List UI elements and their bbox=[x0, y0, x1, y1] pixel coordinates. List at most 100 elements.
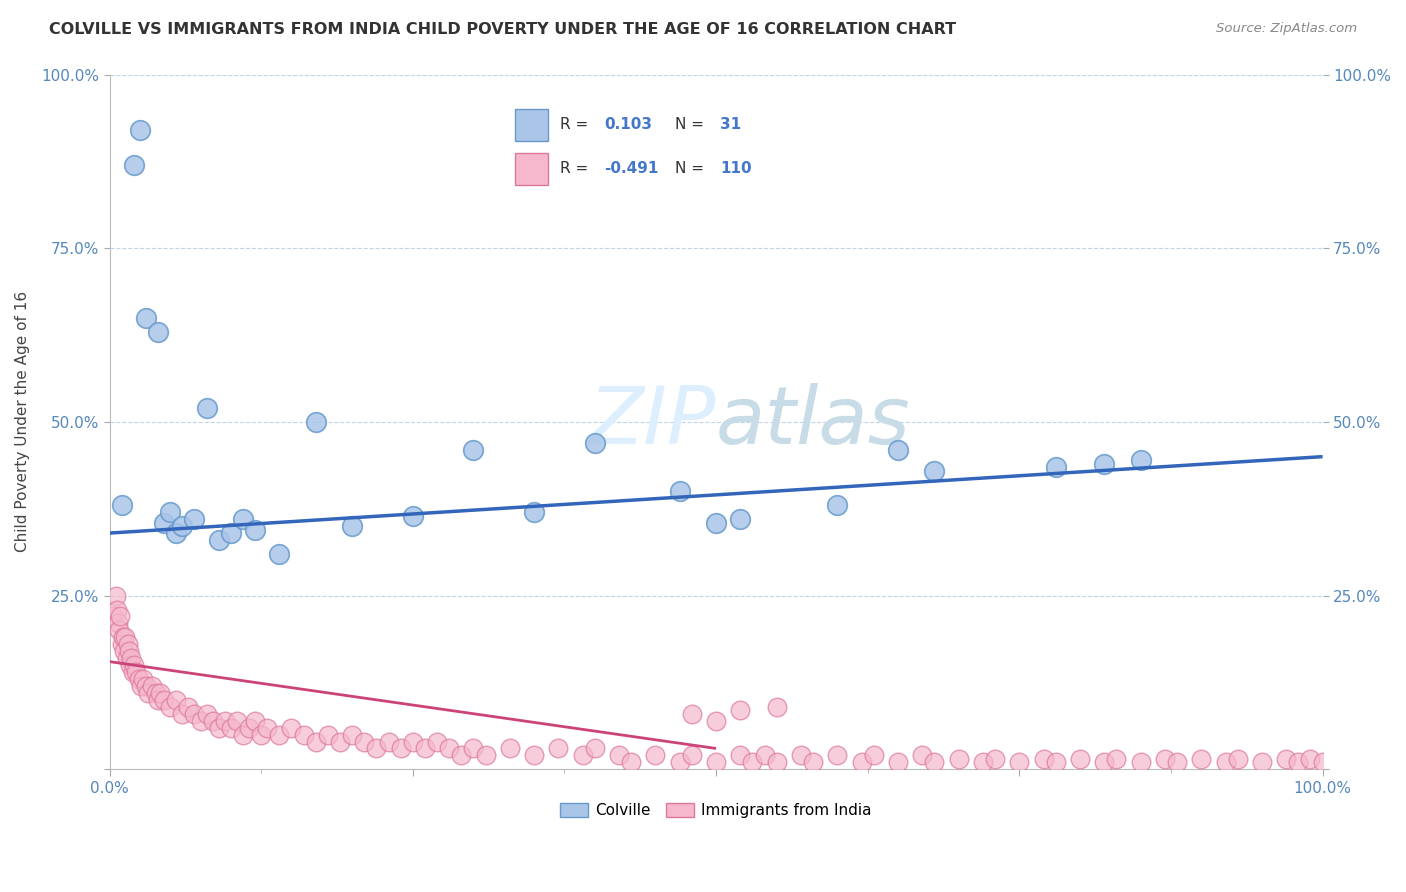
Text: ZIP: ZIP bbox=[589, 383, 716, 461]
Point bbox=[120, 651, 142, 665]
Point bbox=[450, 748, 472, 763]
Text: R =: R = bbox=[560, 117, 588, 132]
Text: -0.491: -0.491 bbox=[605, 161, 659, 177]
Text: 0.103: 0.103 bbox=[605, 117, 652, 132]
Point bbox=[153, 693, 176, 707]
Point bbox=[105, 602, 128, 616]
Point bbox=[827, 748, 849, 763]
Y-axis label: Child Poverty Under the Age of 16: Child Poverty Under the Age of 16 bbox=[15, 292, 30, 552]
Point bbox=[165, 693, 187, 707]
Point bbox=[765, 756, 787, 770]
Point bbox=[128, 672, 150, 686]
Point bbox=[292, 728, 315, 742]
Point bbox=[208, 721, 231, 735]
Point bbox=[1226, 752, 1249, 766]
Point bbox=[681, 706, 703, 721]
Point bbox=[115, 651, 138, 665]
Point bbox=[165, 526, 187, 541]
Text: N =: N = bbox=[675, 161, 704, 177]
Point bbox=[122, 658, 145, 673]
Bar bbox=[515, 109, 548, 141]
Point bbox=[138, 686, 160, 700]
Point bbox=[305, 415, 328, 429]
Point bbox=[135, 679, 157, 693]
Point bbox=[924, 464, 946, 478]
Point bbox=[583, 435, 606, 450]
Point bbox=[214, 714, 236, 728]
Point bbox=[243, 523, 266, 537]
Point bbox=[547, 741, 569, 756]
Point bbox=[125, 665, 148, 679]
Point bbox=[851, 756, 873, 770]
Point bbox=[765, 699, 787, 714]
Point bbox=[1166, 756, 1188, 770]
Point bbox=[1312, 756, 1334, 770]
Point bbox=[141, 679, 163, 693]
Point bbox=[1092, 457, 1115, 471]
Point bbox=[801, 756, 824, 770]
Legend: Colville, Immigrants from India: Colville, Immigrants from India bbox=[554, 797, 877, 824]
Point bbox=[128, 123, 150, 137]
Point bbox=[426, 734, 449, 748]
Point bbox=[741, 756, 763, 770]
Point bbox=[754, 748, 776, 763]
Point bbox=[437, 741, 460, 756]
Point bbox=[911, 748, 934, 763]
Point bbox=[924, 756, 946, 770]
Point bbox=[681, 748, 703, 763]
Text: 31: 31 bbox=[720, 117, 741, 132]
Point bbox=[122, 158, 145, 172]
Point bbox=[1154, 752, 1177, 766]
Point bbox=[219, 721, 242, 735]
Point bbox=[402, 508, 425, 523]
Point bbox=[730, 512, 752, 526]
Point bbox=[1299, 752, 1322, 766]
Point bbox=[114, 630, 136, 644]
Point bbox=[256, 721, 278, 735]
Point bbox=[1092, 756, 1115, 770]
Point bbox=[183, 706, 205, 721]
Point bbox=[353, 734, 375, 748]
Point bbox=[413, 741, 436, 756]
Point bbox=[1069, 752, 1091, 766]
Text: COLVILLE VS IMMIGRANTS FROM INDIA CHILD POVERTY UNDER THE AGE OF 16 CORRELATION : COLVILLE VS IMMIGRANTS FROM INDIA CHILD … bbox=[49, 22, 956, 37]
Point bbox=[104, 589, 127, 603]
Point bbox=[402, 734, 425, 748]
Point bbox=[159, 699, 181, 714]
Point bbox=[112, 644, 135, 658]
Point bbox=[377, 734, 399, 748]
Point bbox=[183, 512, 205, 526]
Point bbox=[111, 637, 134, 651]
Point bbox=[135, 310, 157, 325]
Point bbox=[110, 609, 132, 624]
Point bbox=[111, 498, 134, 512]
Text: atlas: atlas bbox=[716, 383, 911, 461]
Point bbox=[1286, 756, 1309, 770]
Point bbox=[208, 533, 231, 547]
Point bbox=[620, 756, 643, 770]
Point bbox=[862, 748, 884, 763]
Point bbox=[172, 706, 194, 721]
Point bbox=[1251, 756, 1274, 770]
Point bbox=[1215, 756, 1237, 770]
Point bbox=[269, 728, 291, 742]
Point bbox=[329, 734, 352, 748]
Point bbox=[195, 401, 218, 415]
Point bbox=[219, 526, 242, 541]
Point bbox=[1129, 756, 1152, 770]
Point bbox=[340, 519, 363, 533]
Point bbox=[583, 741, 606, 756]
Point bbox=[146, 693, 169, 707]
Point bbox=[149, 686, 172, 700]
Point bbox=[316, 728, 339, 742]
Point bbox=[129, 679, 152, 693]
Point bbox=[644, 748, 666, 763]
Point bbox=[704, 516, 727, 530]
Point bbox=[117, 637, 139, 651]
Point bbox=[225, 714, 247, 728]
Point bbox=[499, 741, 522, 756]
Point bbox=[704, 714, 727, 728]
Point bbox=[1032, 752, 1054, 766]
Bar bbox=[515, 153, 548, 186]
Point bbox=[948, 752, 970, 766]
